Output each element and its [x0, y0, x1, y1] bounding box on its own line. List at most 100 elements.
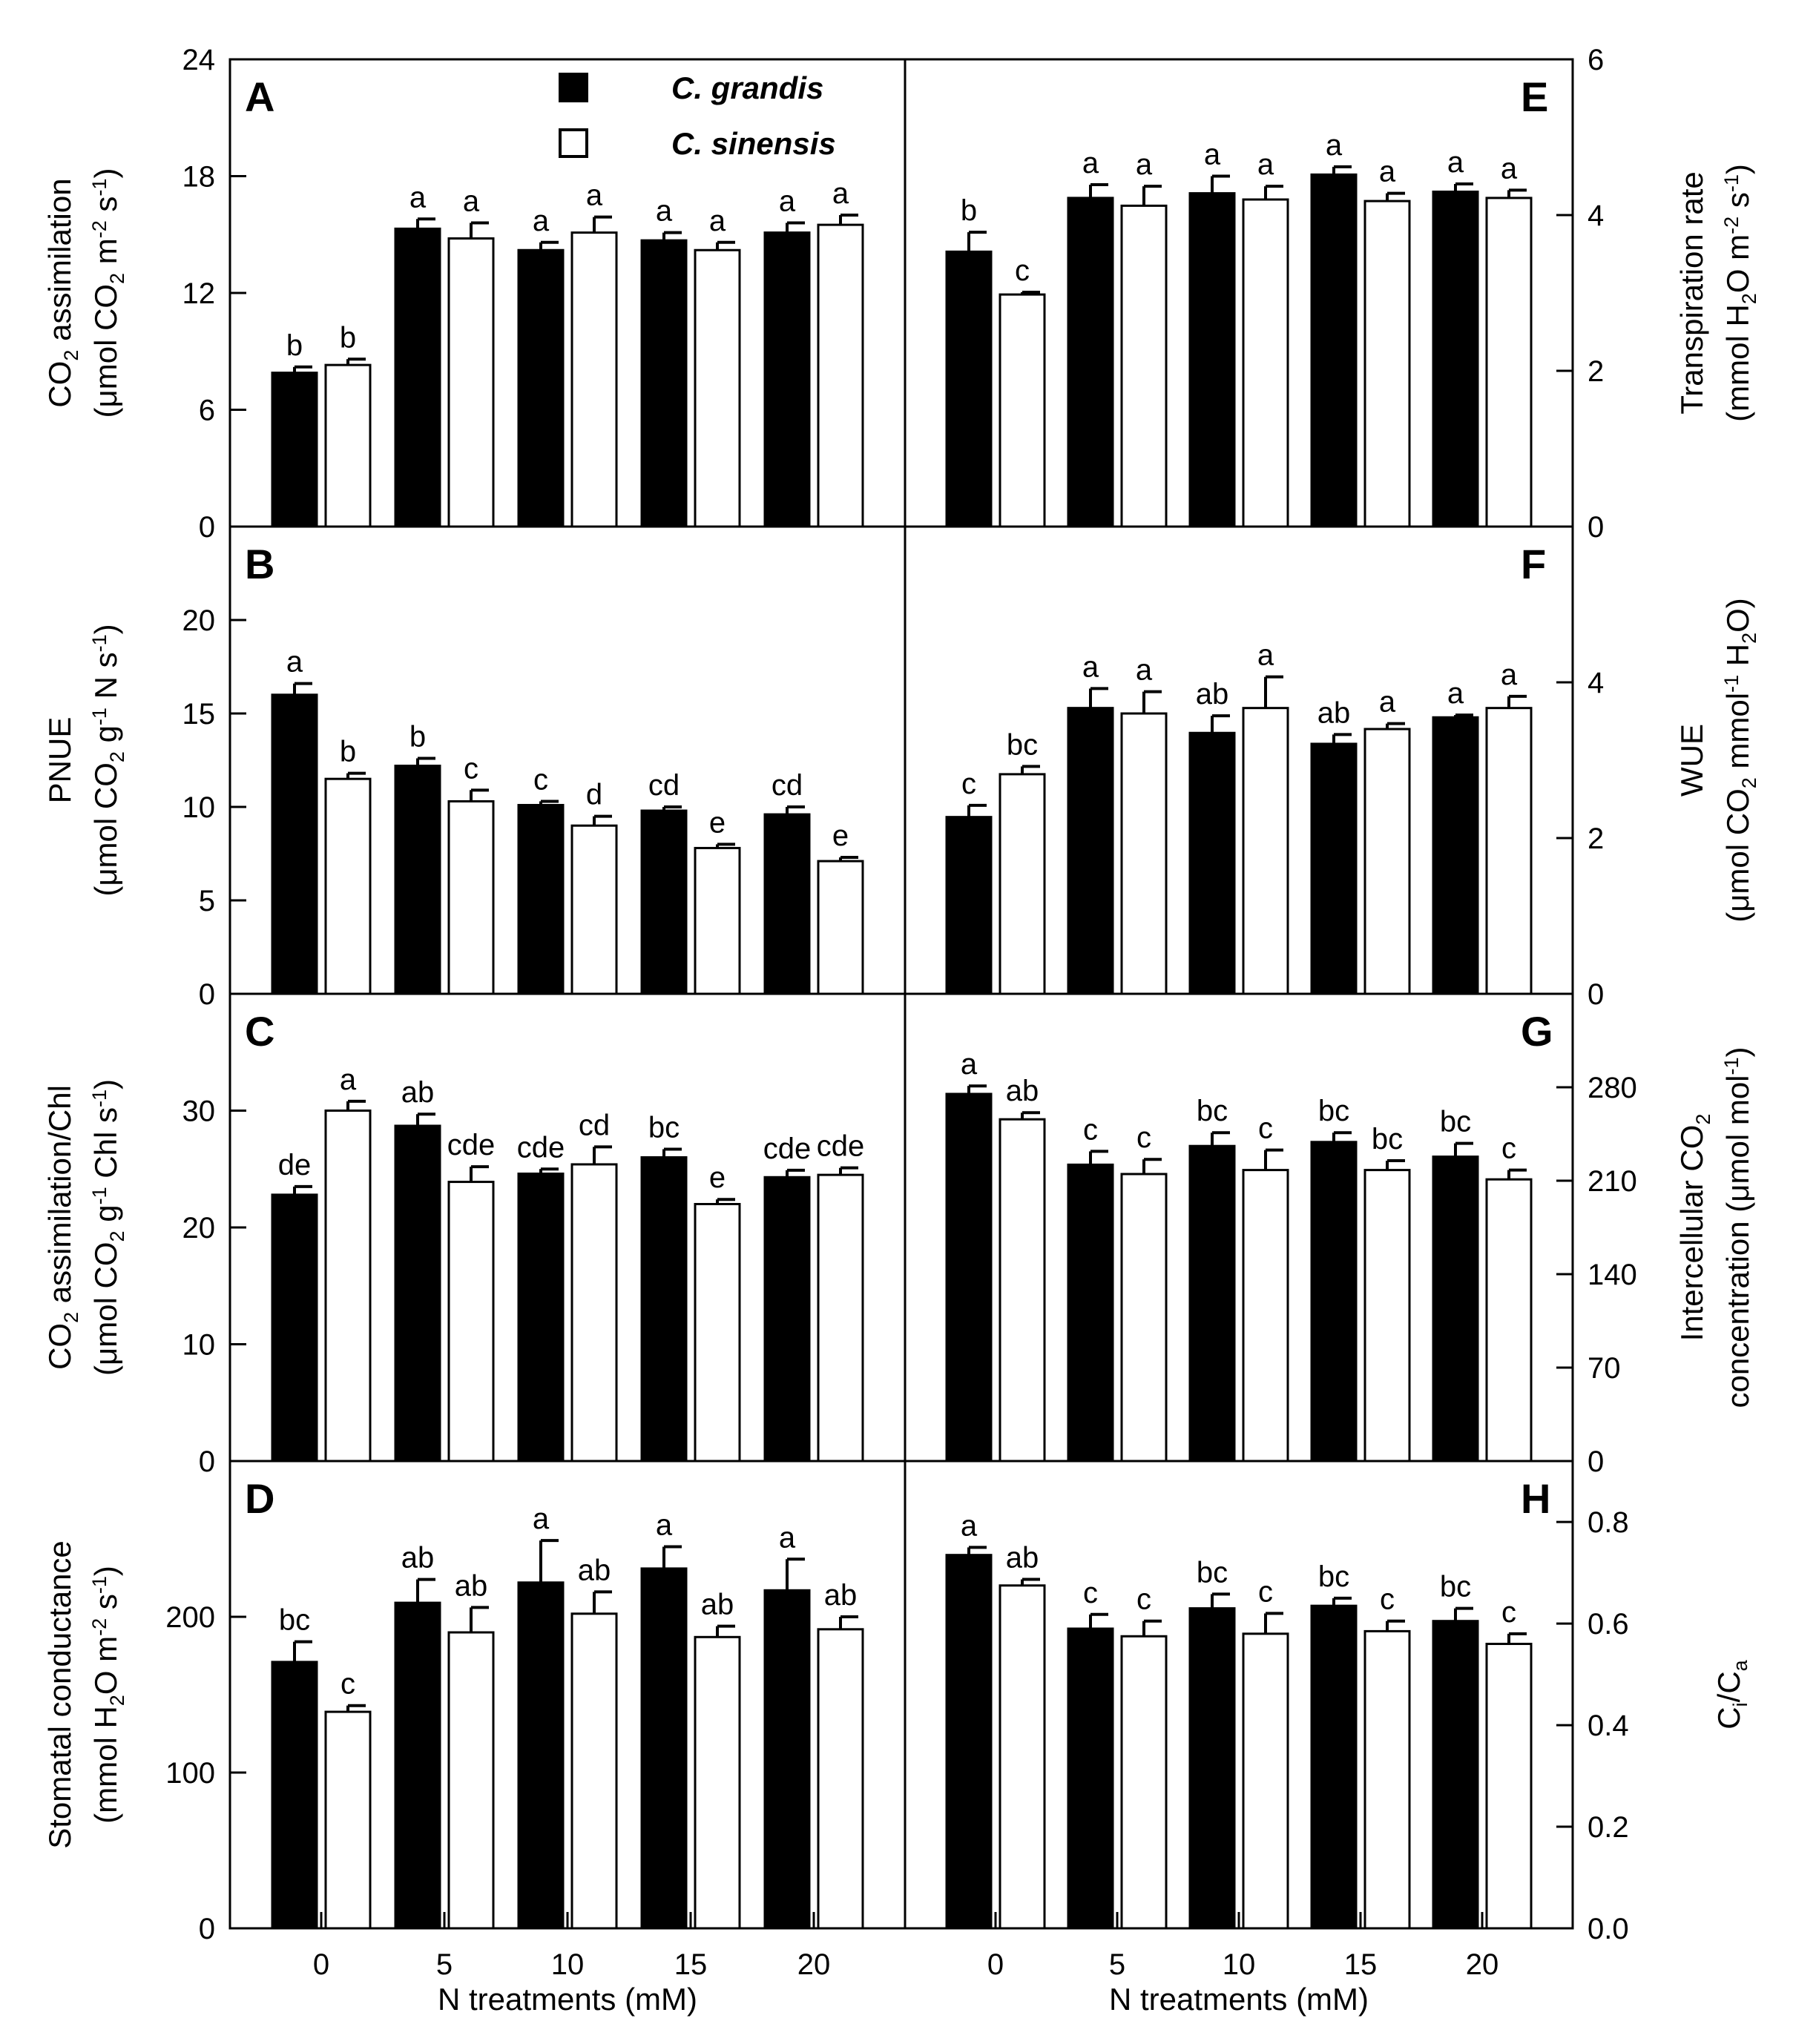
- y-tick-label: 20: [182, 1212, 216, 1244]
- y-tick-label: 0.2: [1588, 1811, 1629, 1844]
- y-tick-label: 15: [182, 698, 216, 731]
- significance-label: ab: [578, 1554, 611, 1586]
- significance-label: bc: [279, 1604, 310, 1637]
- significance-label: c: [1501, 1596, 1516, 1629]
- significance-label: c: [1501, 1133, 1516, 1165]
- significance-label: bc: [1197, 1095, 1228, 1127]
- significance-label: a: [656, 195, 673, 228]
- significance-label: bc: [1440, 1571, 1471, 1603]
- x-tick-label: 5: [1109, 1948, 1125, 1981]
- bar-c-grandis: [517, 803, 565, 995]
- panel-letter: E: [1521, 73, 1548, 120]
- significance-label: c: [1015, 254, 1030, 287]
- significance-label: a: [709, 205, 726, 237]
- bar-c-sinensis: [1485, 1643, 1533, 1930]
- bar-c-sinensis: [694, 1203, 741, 1463]
- bar-c-sinensis: [999, 293, 1046, 528]
- bar-c-sinensis: [1120, 1173, 1168, 1463]
- bar-c-grandis: [517, 248, 565, 528]
- significance-label: c: [340, 1668, 355, 1701]
- x-axis-title: N treatments (mM): [438, 1982, 697, 2017]
- y-tick-label: 0.0: [1588, 1913, 1629, 1945]
- bar-c-grandis: [945, 816, 993, 995]
- significance-label: d: [586, 779, 602, 811]
- y-tick-label: 5: [199, 885, 215, 917]
- x-tick-label: 15: [1344, 1948, 1378, 1981]
- significance-label: bc: [1318, 1095, 1349, 1127]
- bar-c-grandis: [763, 231, 811, 528]
- y-axis-title: Ci/Ca: [1711, 1659, 1751, 1729]
- bar-c-sinensis: [1363, 728, 1411, 995]
- x-tick-label: 20: [797, 1948, 831, 1981]
- x-tick-label: 10: [1223, 1948, 1256, 1981]
- significance-label: bc: [1318, 1560, 1349, 1593]
- significance-label: bc: [1372, 1123, 1403, 1155]
- significance-label: b: [340, 736, 356, 768]
- bar-c-sinensis: [1485, 707, 1533, 995]
- significance-label: a: [533, 1503, 550, 1535]
- bar-c-sinensis: [1120, 712, 1168, 995]
- significance-label: c: [1380, 1583, 1395, 1616]
- x-tick-label: 5: [436, 1948, 453, 1981]
- x-tick-label: 15: [674, 1948, 708, 1981]
- significance-label: a: [1379, 686, 1396, 719]
- y-axis-title: (μmol CO2 g-1 N s-1): [88, 624, 128, 896]
- bar-c-grandis: [271, 1661, 318, 1930]
- significance-label: e: [709, 1161, 726, 1194]
- y-axis-title: PNUE: [42, 717, 77, 804]
- x-tick-label: 0: [987, 1948, 1004, 1981]
- bar-c-sinensis: [1120, 204, 1168, 528]
- y-tick-label: 0: [1588, 978, 1604, 1011]
- bar-c-sinensis: [817, 223, 864, 528]
- significance-label: e: [709, 806, 726, 839]
- significance-label: bc: [1440, 1106, 1471, 1138]
- significance-label: de: [278, 1149, 312, 1181]
- significance-label: a: [961, 1048, 978, 1081]
- panel-letter: H: [1521, 1475, 1550, 1522]
- legend-label: C. grandis: [671, 70, 823, 105]
- y-tick-label: 24: [182, 44, 216, 76]
- significance-label: ab: [1006, 1075, 1039, 1107]
- bar-c-sinensis: [447, 237, 495, 528]
- legend-swatch: [559, 73, 588, 102]
- bar-c-sinensis: [694, 846, 741, 995]
- y-tick-label: 4: [1588, 667, 1604, 699]
- bar-c-sinensis: [570, 1612, 618, 1930]
- significance-label: a: [340, 1064, 357, 1096]
- significance-label: bc: [1007, 728, 1038, 761]
- y-tick-label: 10: [182, 1329, 216, 1362]
- significance-label: a: [779, 1521, 796, 1554]
- y-tick-label: 18: [182, 161, 216, 194]
- y-tick-label: 2: [1588, 355, 1604, 388]
- bar-c-sinensis: [570, 231, 618, 528]
- bar-c-sinensis: [1363, 200, 1411, 528]
- significance-label: a: [1501, 659, 1518, 691]
- y-tick-label: 200: [165, 1601, 215, 1634]
- y-axis-title: Intercellular CO2: [1674, 1114, 1714, 1342]
- y-tick-label: 0: [199, 1913, 215, 1945]
- significance-label: bc: [648, 1111, 680, 1144]
- panel-letter: G: [1521, 1008, 1553, 1055]
- bar-c-grandis: [1188, 1144, 1236, 1463]
- panel-letter: D: [245, 1475, 274, 1522]
- significance-label: c: [1258, 1112, 1273, 1145]
- bar-c-grandis: [1067, 1163, 1114, 1463]
- y-axis-title: (mmol H2O m-2 s-1): [1720, 164, 1760, 422]
- significance-label: a: [779, 185, 796, 218]
- y-tick-label: 10: [182, 791, 216, 824]
- bar-c-grandis: [1067, 707, 1114, 995]
- y-axis-title: (μmol CO2 m-2 s-1): [88, 168, 128, 418]
- y-axis-title: CO2 assimilation: [42, 178, 82, 407]
- y-tick-label: 0: [199, 511, 215, 544]
- bar-c-sinensis: [694, 248, 741, 528]
- panel-g: 0 70 140 210 280 Intercellular CO2 concentrati…: [945, 1008, 1755, 1478]
- bar-c-grandis: [271, 693, 318, 995]
- bar-c-grandis: [763, 813, 811, 995]
- y-axis-title: concentration (μmol mol-1): [1720, 1046, 1755, 1408]
- significance-label: e: [832, 820, 849, 852]
- y-tick-label: 210: [1588, 1165, 1637, 1198]
